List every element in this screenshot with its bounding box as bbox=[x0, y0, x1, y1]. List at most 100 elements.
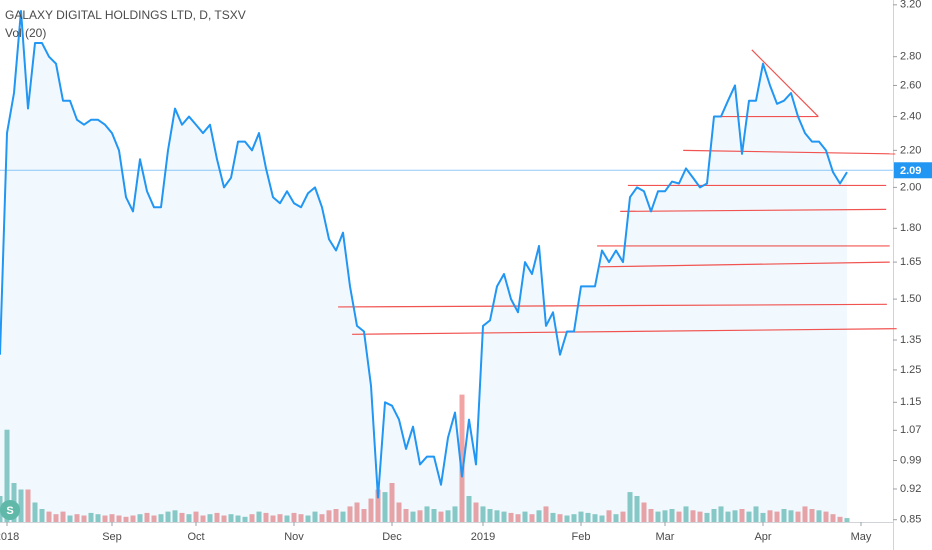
logo[interactable] bbox=[0, 500, 20, 520]
volume-bar bbox=[466, 496, 472, 522]
y-tick-label: 1.80 bbox=[900, 222, 921, 234]
volume-bar bbox=[347, 506, 353, 522]
volume-bar bbox=[557, 514, 563, 522]
volume-bar bbox=[662, 510, 668, 522]
y-tick-label: 1.35 bbox=[900, 334, 921, 346]
volume-bar bbox=[312, 511, 318, 522]
volume-bar bbox=[438, 511, 444, 522]
volume-bar bbox=[641, 502, 647, 522]
price-area bbox=[0, 10, 847, 522]
volume-bar bbox=[123, 516, 129, 522]
volume-bar bbox=[18, 489, 24, 522]
volume-bar bbox=[550, 512, 556, 522]
price-line bbox=[0, 9, 848, 499]
volume-bar bbox=[326, 510, 332, 522]
volume-bar bbox=[305, 515, 311, 522]
volume-bar bbox=[46, 511, 52, 522]
volume-bar bbox=[249, 514, 255, 522]
volume-bar bbox=[88, 512, 94, 522]
y-tick-label: 2.80 bbox=[900, 51, 921, 63]
volume-bar bbox=[739, 509, 745, 522]
volume-bar bbox=[368, 498, 374, 522]
y-tick-label: 2.40 bbox=[900, 110, 921, 122]
volume-bar bbox=[585, 512, 591, 522]
x-tick-label: Mar bbox=[656, 531, 675, 543]
volume-bar bbox=[158, 514, 164, 522]
volume-bar bbox=[67, 515, 73, 522]
y-tick-label: 1.07 bbox=[900, 424, 921, 436]
volume-bar bbox=[235, 515, 241, 522]
volume-bar bbox=[74, 514, 80, 522]
volume-bar bbox=[403, 509, 409, 522]
volume-bar bbox=[578, 511, 584, 522]
volume-bar bbox=[207, 514, 213, 522]
volume-bar bbox=[774, 511, 780, 522]
volume-bar bbox=[102, 515, 108, 522]
volume-bar bbox=[480, 506, 486, 522]
volume-bar bbox=[613, 514, 619, 522]
volume-bar bbox=[767, 510, 773, 522]
volume-bar bbox=[186, 514, 192, 522]
volume-bar bbox=[193, 511, 199, 522]
volume-bar bbox=[795, 511, 801, 522]
volume-bar bbox=[291, 512, 297, 522]
trend-line bbox=[338, 303, 887, 308]
volume-bar bbox=[844, 518, 850, 522]
y-tick-label: 1.15 bbox=[900, 396, 921, 408]
y-tick-label: 0.85 bbox=[900, 514, 921, 526]
x-tick-label: Apr bbox=[754, 531, 771, 543]
volume-bar bbox=[53, 514, 59, 522]
volume-bar bbox=[354, 502, 360, 522]
volume-bar bbox=[277, 514, 283, 522]
chart-title: GALAXY DIGITAL HOLDINGS LTD, D, TSXV bbox=[5, 8, 246, 22]
volume-bar bbox=[676, 511, 682, 522]
volume-bar bbox=[165, 511, 171, 522]
volume-bar bbox=[522, 511, 528, 522]
volume-bar bbox=[242, 516, 248, 522]
volume-bar bbox=[284, 515, 290, 522]
trend-line bbox=[683, 149, 896, 155]
y-tick-label: 1.25 bbox=[900, 364, 921, 376]
volume-bar bbox=[494, 510, 500, 522]
volume-bar bbox=[543, 506, 549, 522]
trend-line bbox=[352, 328, 897, 335]
volume-bar bbox=[459, 394, 465, 522]
x-tick-label: May bbox=[851, 531, 872, 543]
volume-bar bbox=[760, 512, 766, 522]
volume-bar bbox=[144, 512, 150, 522]
volume-bar bbox=[137, 514, 143, 522]
volume-label: Vol (20) bbox=[5, 26, 46, 40]
x-tick-label: Sep bbox=[102, 531, 122, 543]
y-tick-label: 0.92 bbox=[900, 483, 921, 495]
volume-bar bbox=[515, 514, 521, 522]
volume-bar bbox=[221, 515, 227, 522]
volume-bar bbox=[571, 514, 577, 522]
volume-bar bbox=[424, 506, 430, 522]
volume-bar bbox=[200, 515, 206, 522]
volume-bar bbox=[620, 511, 626, 522]
volume-bar bbox=[781, 509, 787, 522]
volume-bar bbox=[690, 510, 696, 522]
volume-bar bbox=[823, 511, 829, 522]
volume-bar bbox=[809, 509, 815, 522]
volume-bar bbox=[837, 516, 843, 522]
y-tick-label: 1.65 bbox=[900, 256, 921, 268]
volume-bar bbox=[669, 509, 675, 522]
volume-bar bbox=[95, 514, 101, 522]
volume-bar bbox=[361, 509, 367, 522]
volume-bar bbox=[179, 512, 185, 522]
last-price-label: 2.09 bbox=[900, 165, 921, 177]
x-tick-label: Dec bbox=[382, 531, 402, 543]
y-tick-label: 2.00 bbox=[900, 181, 921, 193]
volume-bar bbox=[529, 514, 535, 522]
volume-bar bbox=[333, 509, 339, 522]
volume-bar bbox=[270, 515, 276, 522]
volume-bar bbox=[4, 429, 10, 522]
y-tick-label: 1.50 bbox=[900, 293, 921, 305]
volume-bar bbox=[81, 515, 87, 522]
volume-bar bbox=[445, 510, 451, 522]
volume-bar bbox=[431, 509, 437, 522]
y-tick-label: 0.99 bbox=[900, 454, 921, 466]
volume-bar bbox=[606, 510, 612, 522]
